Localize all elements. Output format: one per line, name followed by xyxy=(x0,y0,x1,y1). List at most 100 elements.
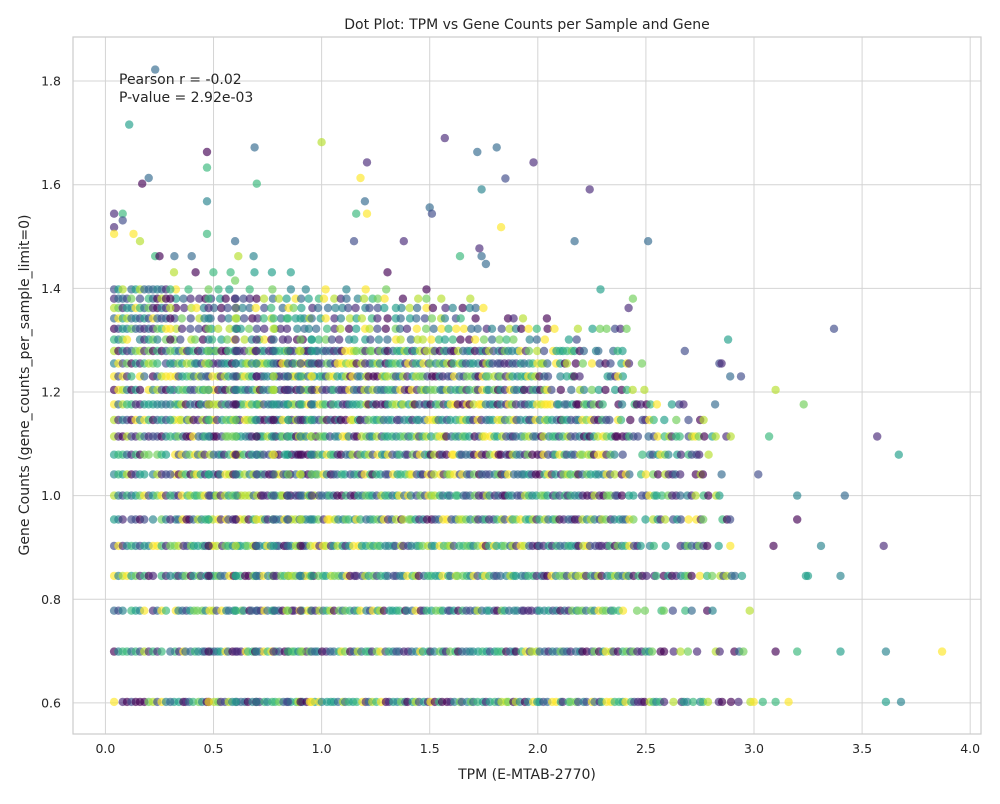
data-point xyxy=(717,697,727,707)
data-point xyxy=(714,541,723,551)
data-point xyxy=(180,303,189,313)
data-point xyxy=(771,697,780,707)
data-point xyxy=(695,571,705,581)
data-point xyxy=(151,65,160,74)
data-point xyxy=(458,303,467,313)
data-point xyxy=(465,335,474,344)
data-point xyxy=(186,324,195,333)
data-point xyxy=(252,415,261,425)
data-point xyxy=(840,491,849,500)
data-point xyxy=(556,385,565,395)
data-point xyxy=(816,541,826,551)
data-point xyxy=(405,303,414,313)
data-point xyxy=(140,470,149,479)
data-point xyxy=(357,314,367,323)
data-point xyxy=(730,571,740,581)
data-point xyxy=(383,571,392,581)
data-point xyxy=(793,515,802,524)
data-point xyxy=(293,324,302,333)
data-point xyxy=(170,252,179,261)
data-point xyxy=(317,138,326,147)
data-point xyxy=(703,541,712,551)
data-point xyxy=(397,303,406,313)
data-point xyxy=(231,335,240,344)
data-point xyxy=(276,314,286,323)
data-point xyxy=(179,294,188,303)
data-point xyxy=(269,346,278,356)
chart-title: Dot Plot: TPM vs Gene Counts per Sample … xyxy=(344,17,710,33)
data-point xyxy=(675,432,684,441)
data-point xyxy=(252,372,261,381)
data-point xyxy=(684,515,693,524)
x-tick-labels: 0.0 0.5 1.0 1.5 2.0 2.5 3.0 3.5 4.0 xyxy=(95,741,980,756)
data-point xyxy=(231,571,240,581)
data-point xyxy=(252,335,261,344)
data-point xyxy=(429,324,438,333)
data-point xyxy=(166,372,175,381)
x-tick-label: 4.0 xyxy=(960,741,980,756)
data-point xyxy=(465,385,474,395)
data-point xyxy=(578,359,587,368)
data-point xyxy=(269,541,278,551)
data-point xyxy=(231,647,240,656)
data-point xyxy=(533,346,542,356)
data-point xyxy=(529,158,538,167)
data-point xyxy=(676,450,686,459)
data-point xyxy=(118,515,127,524)
data-point xyxy=(307,372,316,381)
data-point xyxy=(894,450,903,459)
data-point xyxy=(231,432,240,441)
data-point xyxy=(437,294,446,303)
data-point xyxy=(440,133,449,143)
data-point xyxy=(231,541,240,551)
data-point xyxy=(351,303,360,313)
data-point xyxy=(239,294,248,303)
y-tick-label: 1.6 xyxy=(41,177,61,192)
data-point xyxy=(479,335,489,344)
data-point xyxy=(624,359,634,368)
data-point xyxy=(186,314,195,323)
data-point xyxy=(282,294,291,303)
data-point xyxy=(301,285,310,294)
data-point xyxy=(881,647,891,656)
data-point xyxy=(356,372,365,381)
data-point xyxy=(296,294,306,303)
data-point xyxy=(704,450,713,459)
data-point xyxy=(641,515,650,524)
data-point xyxy=(467,324,476,333)
data-point xyxy=(166,385,175,395)
data-point xyxy=(659,697,669,707)
data-point xyxy=(269,491,278,500)
data-point xyxy=(466,294,475,303)
data-point xyxy=(618,450,627,459)
data-point xyxy=(307,647,316,656)
data-point xyxy=(636,541,645,551)
data-point xyxy=(692,647,702,656)
data-point xyxy=(350,335,359,344)
data-point xyxy=(550,324,559,333)
data-point xyxy=(194,324,203,333)
data-point xyxy=(321,314,330,323)
data-point xyxy=(428,303,438,313)
data-point xyxy=(373,294,382,303)
data-point xyxy=(456,314,465,323)
data-point xyxy=(626,415,635,425)
data-point xyxy=(186,294,195,303)
data-point xyxy=(745,606,754,615)
data-point xyxy=(628,385,637,395)
x-tick-label: 2.5 xyxy=(636,741,656,756)
data-point xyxy=(204,415,213,425)
data-point xyxy=(321,285,330,294)
data-point xyxy=(496,571,505,581)
data-point xyxy=(283,415,293,425)
data-point xyxy=(444,324,453,333)
data-point xyxy=(659,647,669,656)
data-point xyxy=(274,294,284,303)
data-point xyxy=(259,294,269,303)
data-point xyxy=(269,400,278,409)
data-point xyxy=(231,303,240,313)
data-point xyxy=(695,450,704,459)
x-tick-label: 1.0 xyxy=(312,741,332,756)
data-point xyxy=(269,432,278,441)
